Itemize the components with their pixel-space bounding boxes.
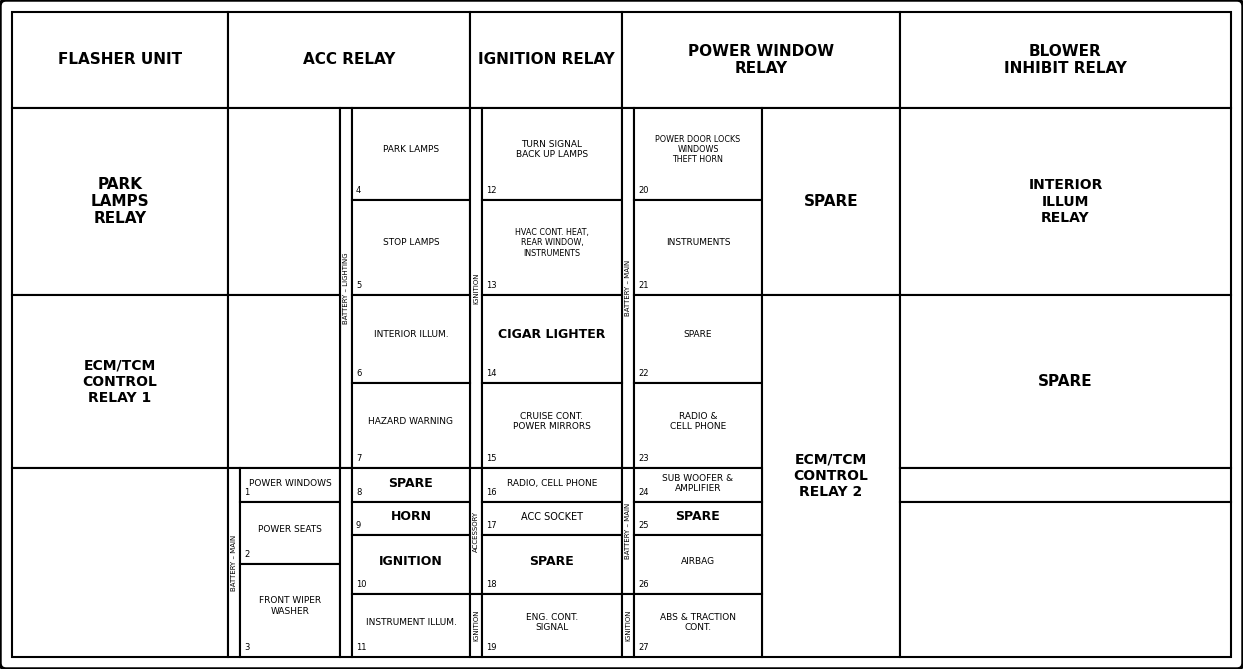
Text: IGNITION RELAY: IGNITION RELAY bbox=[477, 52, 614, 68]
Bar bbox=[352, 200, 470, 295]
Bar bbox=[227, 295, 341, 468]
Text: SPARE: SPARE bbox=[389, 477, 434, 490]
Text: SPARE: SPARE bbox=[676, 510, 721, 523]
Text: 23: 23 bbox=[638, 454, 649, 463]
Text: 26: 26 bbox=[638, 580, 649, 589]
Bar bbox=[900, 12, 1231, 108]
Bar bbox=[352, 594, 470, 657]
Bar bbox=[634, 535, 762, 594]
Bar bbox=[12, 108, 227, 295]
Bar bbox=[622, 12, 900, 108]
Text: 9: 9 bbox=[355, 521, 362, 530]
Bar bbox=[482, 200, 622, 295]
Text: ACC SOCKET: ACC SOCKET bbox=[521, 512, 583, 522]
Bar bbox=[900, 502, 1231, 657]
Bar bbox=[12, 468, 227, 657]
Text: IGNITION: IGNITION bbox=[379, 555, 443, 568]
Text: 3: 3 bbox=[244, 643, 250, 652]
Text: INSTRUMENT ILLUM.: INSTRUMENT ILLUM. bbox=[365, 618, 456, 627]
Text: 19: 19 bbox=[486, 643, 496, 652]
Bar bbox=[12, 295, 227, 468]
Bar bbox=[227, 12, 470, 108]
Text: 12: 12 bbox=[486, 186, 496, 195]
Bar bbox=[240, 502, 341, 564]
Bar bbox=[470, 594, 482, 657]
Bar bbox=[622, 468, 634, 594]
Text: ENG. CONT.
SIGNAL: ENG. CONT. SIGNAL bbox=[526, 613, 578, 632]
Text: ACC RELAY: ACC RELAY bbox=[303, 52, 395, 68]
Text: BLOWER
INHIBIT RELAY: BLOWER INHIBIT RELAY bbox=[1004, 43, 1127, 76]
Bar bbox=[352, 535, 470, 594]
Bar bbox=[482, 594, 622, 657]
Text: 7: 7 bbox=[355, 454, 362, 463]
Text: INSTRUMENTS: INSTRUMENTS bbox=[666, 238, 730, 248]
Text: TURN SIGNAL
BACK UP LAMPS: TURN SIGNAL BACK UP LAMPS bbox=[516, 140, 588, 159]
Bar bbox=[352, 383, 470, 468]
Text: 4: 4 bbox=[355, 186, 362, 195]
Text: AIRBAG: AIRBAG bbox=[681, 557, 715, 566]
Text: 10: 10 bbox=[355, 580, 367, 589]
Text: ECM/TCM
CONTROL
RELAY 1: ECM/TCM CONTROL RELAY 1 bbox=[82, 359, 158, 405]
Bar bbox=[634, 200, 762, 295]
Text: POWER DOOR LOCKS
WINDOWS
THEFT HORN: POWER DOOR LOCKS WINDOWS THEFT HORN bbox=[655, 134, 741, 165]
Bar bbox=[240, 564, 341, 657]
Bar bbox=[482, 295, 622, 383]
Text: SUB WOOFER &
AMPLIFIER: SUB WOOFER & AMPLIFIER bbox=[663, 474, 733, 493]
Bar bbox=[227, 108, 341, 295]
Text: CIGAR LIGHTER: CIGAR LIGHTER bbox=[498, 328, 605, 341]
Bar bbox=[900, 295, 1231, 468]
Text: 5: 5 bbox=[355, 281, 362, 290]
Bar bbox=[482, 502, 622, 535]
Text: INTERIOR ILLUM.: INTERIOR ILLUM. bbox=[374, 330, 449, 339]
Bar bbox=[900, 468, 1231, 502]
Text: SPARE: SPARE bbox=[1038, 374, 1093, 389]
Text: ACCESSORY: ACCESSORY bbox=[474, 510, 479, 551]
Bar bbox=[482, 383, 622, 468]
Bar bbox=[762, 108, 900, 295]
Text: BATTERY – MAIN: BATTERY – MAIN bbox=[231, 535, 237, 591]
Text: 8: 8 bbox=[355, 488, 362, 497]
Text: RADIO, CELL PHONE: RADIO, CELL PHONE bbox=[507, 479, 597, 488]
Text: POWER SEATS: POWER SEATS bbox=[259, 525, 322, 535]
Text: BATTERY – LIGHTING: BATTERY – LIGHTING bbox=[343, 252, 349, 324]
Text: 16: 16 bbox=[486, 488, 497, 497]
Bar bbox=[482, 108, 622, 200]
Text: 17: 17 bbox=[486, 521, 497, 530]
Bar bbox=[341, 468, 352, 657]
Text: 14: 14 bbox=[486, 369, 496, 378]
Text: 27: 27 bbox=[638, 643, 649, 652]
Text: SPARE: SPARE bbox=[684, 330, 712, 339]
Bar bbox=[634, 383, 762, 468]
Text: IGNITION: IGNITION bbox=[474, 609, 479, 642]
Text: POWER WINDOW
RELAY: POWER WINDOW RELAY bbox=[687, 43, 834, 76]
Text: 20: 20 bbox=[638, 186, 649, 195]
Text: 21: 21 bbox=[638, 281, 649, 290]
Bar bbox=[352, 295, 470, 383]
Text: BATTERY – MAIN: BATTERY – MAIN bbox=[625, 503, 631, 559]
Text: BATTERY – MAIN: BATTERY – MAIN bbox=[625, 260, 631, 316]
Text: 15: 15 bbox=[486, 454, 496, 463]
Bar bbox=[634, 468, 762, 502]
Text: INTERIOR
ILLUM
RELAY: INTERIOR ILLUM RELAY bbox=[1028, 179, 1103, 225]
Text: PARK LAMPS: PARK LAMPS bbox=[383, 145, 439, 154]
Bar bbox=[762, 295, 900, 657]
Text: ABS & TRACTION
CONT.: ABS & TRACTION CONT. bbox=[660, 613, 736, 632]
Bar bbox=[470, 108, 482, 468]
Bar bbox=[622, 108, 634, 468]
Bar bbox=[634, 502, 762, 535]
Text: 6: 6 bbox=[355, 369, 362, 378]
Text: 22: 22 bbox=[638, 369, 649, 378]
Bar bbox=[227, 468, 240, 657]
Bar bbox=[634, 108, 762, 200]
Bar bbox=[341, 108, 352, 468]
Text: FLASHER UNIT: FLASHER UNIT bbox=[58, 52, 181, 68]
Bar bbox=[470, 468, 482, 594]
Text: PARK
LAMPS
RELAY: PARK LAMPS RELAY bbox=[91, 177, 149, 226]
Text: CRUISE CONT.
POWER MIRRORS: CRUISE CONT. POWER MIRRORS bbox=[513, 411, 590, 431]
Text: 13: 13 bbox=[486, 281, 497, 290]
Bar bbox=[352, 108, 470, 200]
Bar bbox=[352, 502, 470, 535]
Text: RADIO &
CELL PHONE: RADIO & CELL PHONE bbox=[670, 411, 726, 431]
Bar bbox=[352, 468, 470, 502]
